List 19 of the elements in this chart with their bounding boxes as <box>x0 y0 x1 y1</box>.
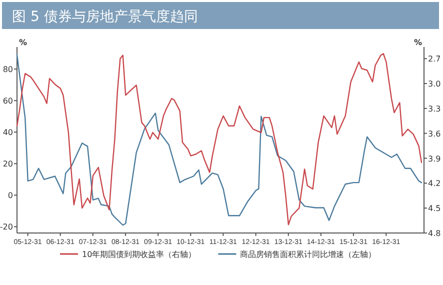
legend-label: 10年期国债到期收益率（右轴） <box>82 250 196 259</box>
y-tick-label: 60 <box>2 96 13 106</box>
y2-tick-label: 4.8 <box>428 229 441 238</box>
chart-title: 图 5 债券与房地产景气度趋同 <box>12 9 198 25</box>
y2-tick-label: 4.5 <box>428 204 441 214</box>
y2-tick-label: 3.9 <box>428 154 441 164</box>
y2-tick-label: 3.3 <box>428 104 441 114</box>
y-tick-label: 40 <box>2 128 13 138</box>
y-tick-label: 80 <box>2 65 13 74</box>
y-tick-label: 0 <box>8 191 13 200</box>
y2-tick-label: 2.7 <box>428 54 441 64</box>
y-tick-label: 20 <box>2 160 13 169</box>
legend-label: 商品房销售面积累计同比增速（左轴） <box>240 250 376 259</box>
y2-tick-label: 4.2 <box>428 179 441 188</box>
y2-tick-label: 3.6 <box>428 129 441 138</box>
y-tick-label: -20 <box>0 222 13 232</box>
y2-tick-label: 3.0 <box>428 80 441 89</box>
y2-axis-title: % <box>414 38 422 47</box>
y-axis-title: % <box>19 38 28 47</box>
